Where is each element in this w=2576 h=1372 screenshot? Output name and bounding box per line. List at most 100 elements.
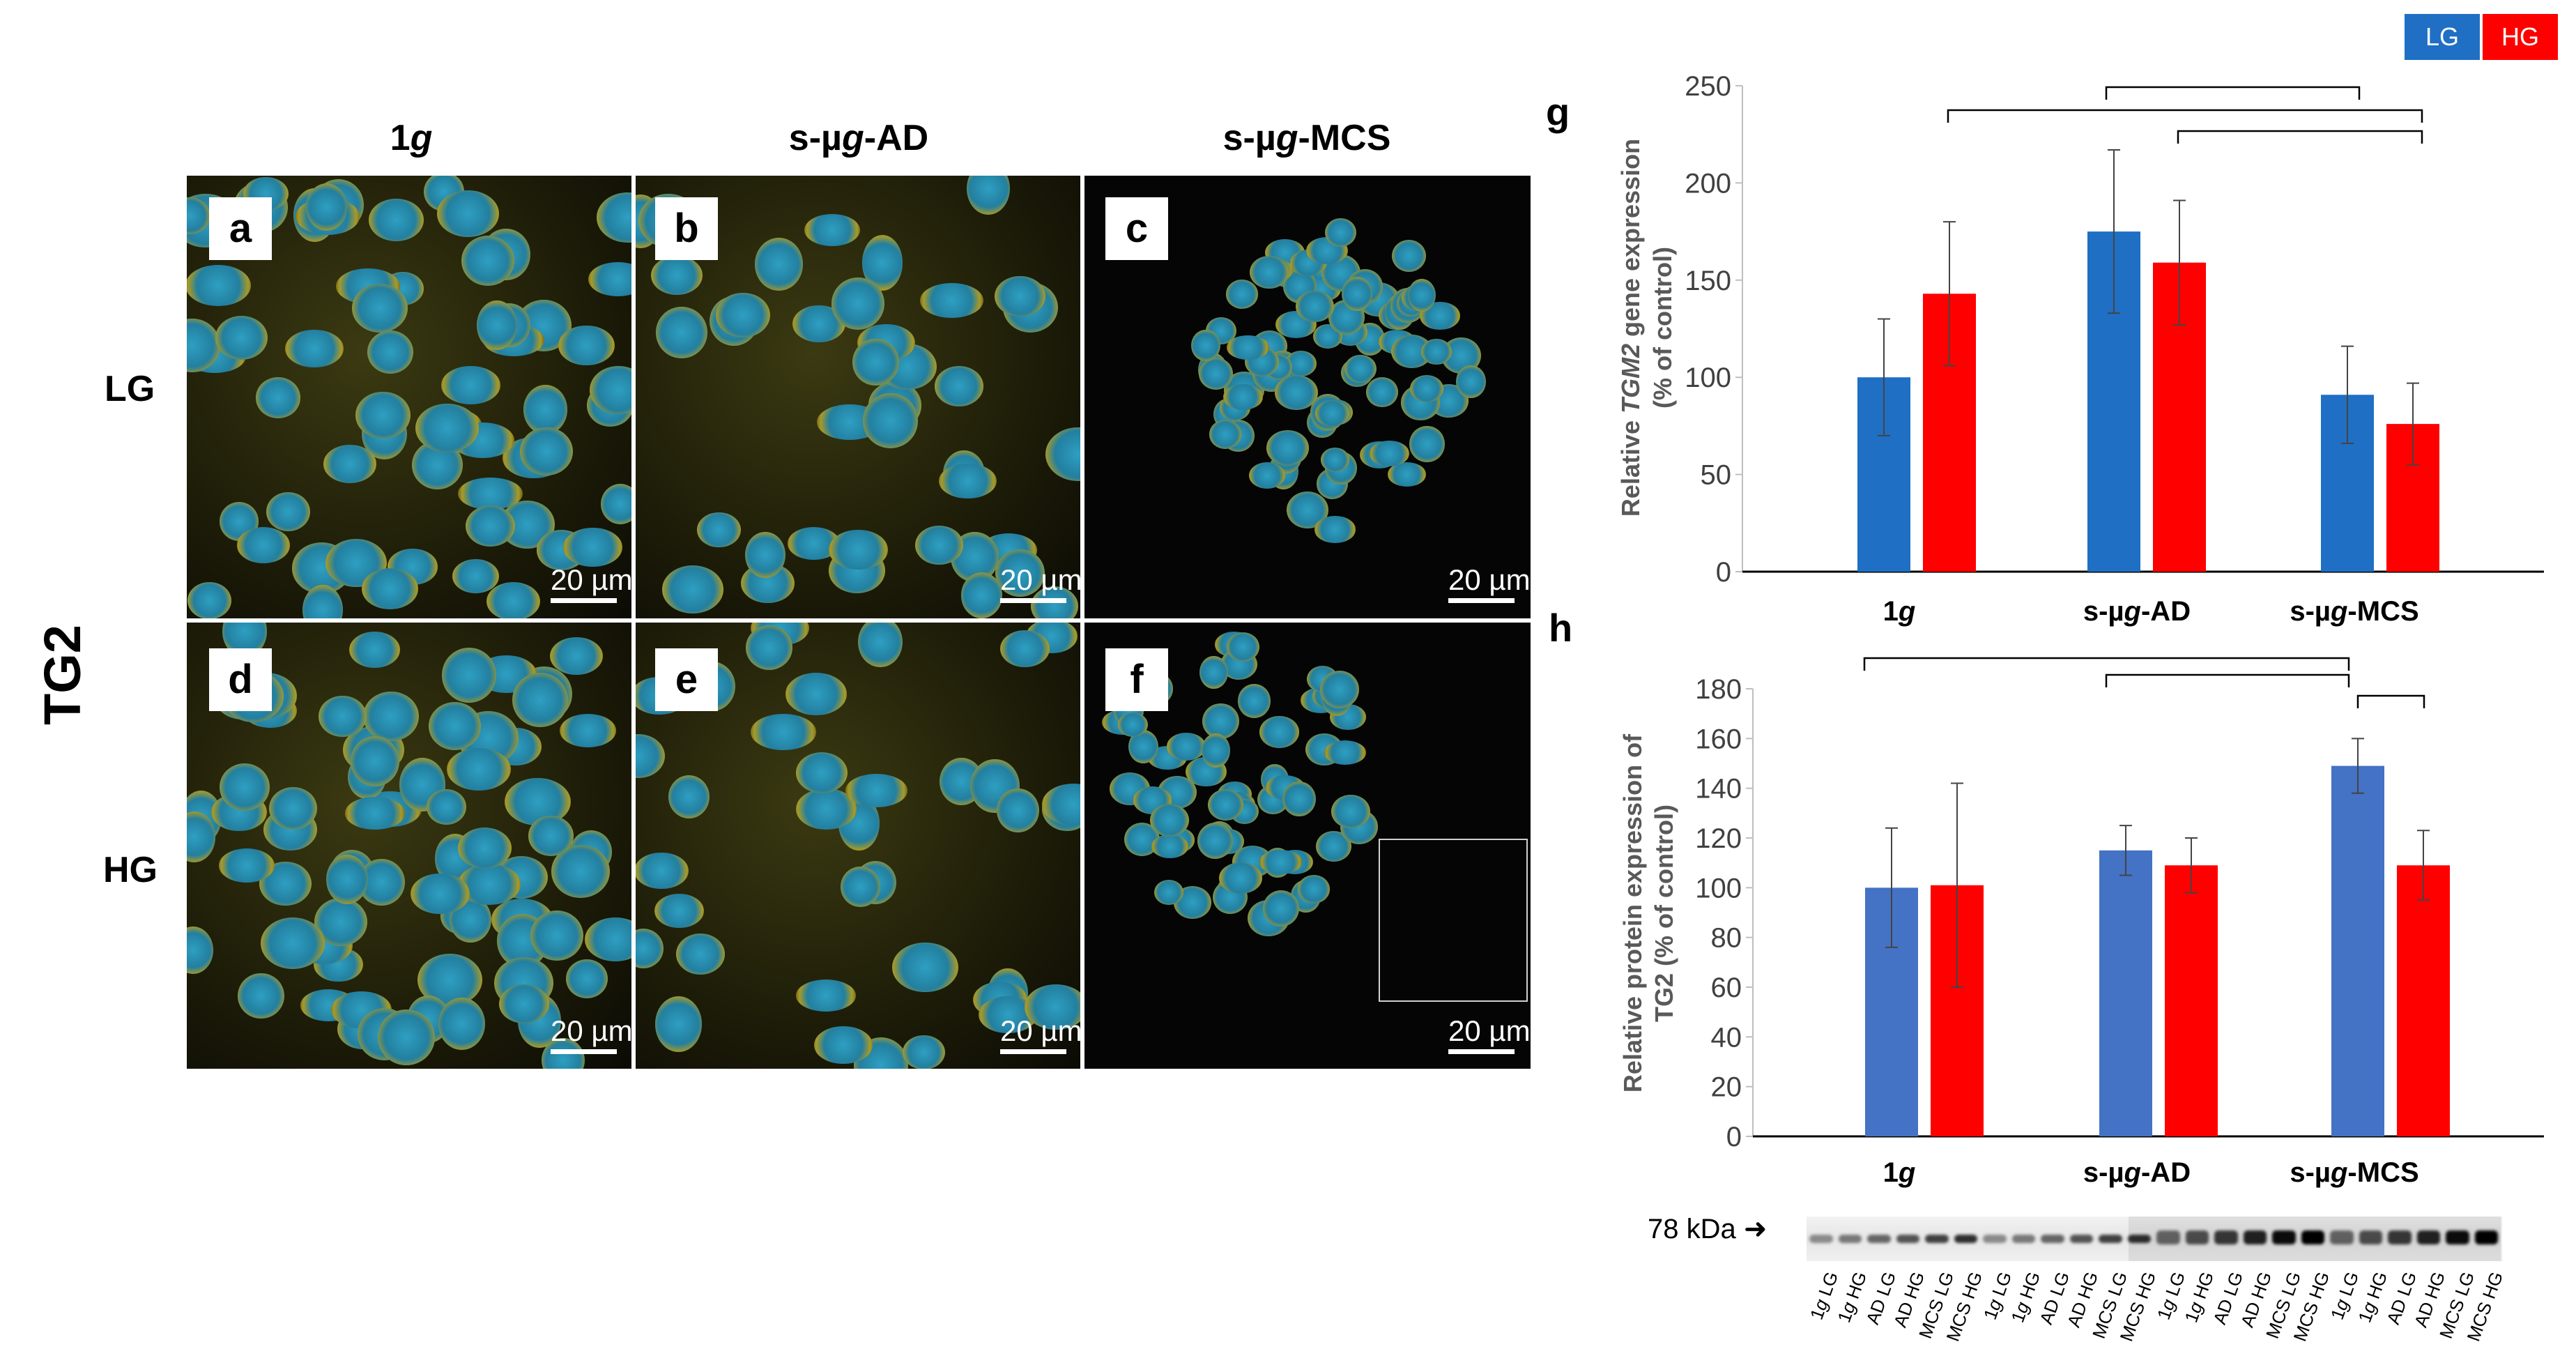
blot-band bbox=[2446, 1230, 2469, 1244]
scale-bar bbox=[1448, 598, 1515, 603]
scale-bar-label: 20 µm bbox=[1000, 1014, 1082, 1047]
micrograph-panel-d bbox=[187, 623, 631, 1069]
cell-nucleus bbox=[668, 775, 710, 818]
cell-nucleus bbox=[661, 565, 724, 614]
y-axis-title: Relative protein expression of bbox=[1618, 733, 1647, 1092]
cell-nucleus bbox=[995, 275, 1045, 317]
cell-nucleus bbox=[746, 625, 793, 671]
scale-bar-label: 20 µm bbox=[551, 563, 633, 596]
significance-bracket bbox=[2105, 673, 2350, 687]
cell-nucleus bbox=[269, 786, 318, 830]
cell-nucleus bbox=[461, 236, 515, 286]
cell-nucleus bbox=[560, 714, 616, 748]
cell-nucleus bbox=[754, 238, 804, 291]
cell-nucleus bbox=[903, 1035, 945, 1069]
cell-nucleus bbox=[441, 648, 497, 703]
blot-band bbox=[2416, 1230, 2440, 1244]
cell-nucleus bbox=[558, 325, 615, 365]
cell-nucleus bbox=[1344, 354, 1377, 383]
cell-nucleus bbox=[845, 773, 908, 807]
blot-band bbox=[2099, 1235, 2122, 1243]
cell-nucleus bbox=[935, 365, 984, 406]
cell-nucleus bbox=[1410, 375, 1443, 402]
cell-nucleus bbox=[697, 512, 741, 548]
cell-nucleus bbox=[323, 445, 377, 483]
cell-nucleus bbox=[915, 525, 963, 565]
cell-nucleus bbox=[804, 214, 860, 246]
scale-bar-label: 20 µm bbox=[1448, 1014, 1531, 1047]
inset-box bbox=[1379, 839, 1528, 1002]
scale-bar bbox=[1000, 1049, 1066, 1054]
cell-nucleus bbox=[796, 980, 857, 1012]
column-header-s-ug-mcs: s-µg-MCS bbox=[1222, 118, 1391, 158]
blot-band bbox=[2301, 1230, 2324, 1244]
x-category-label: s-µg-AD bbox=[2083, 596, 2191, 627]
cell-nucleus bbox=[588, 261, 631, 297]
cell-nucleus bbox=[1219, 862, 1263, 894]
cell-nucleus bbox=[1275, 375, 1318, 410]
cell-nucleus bbox=[237, 527, 291, 563]
bar-hg bbox=[2165, 865, 2218, 1136]
cell-nucleus bbox=[563, 528, 622, 567]
blot-band bbox=[2388, 1230, 2412, 1244]
cell-nucleus bbox=[266, 492, 310, 532]
cell-nucleus bbox=[814, 1026, 873, 1065]
cell-nucleus bbox=[841, 867, 880, 908]
cell-nucleus bbox=[1199, 357, 1234, 390]
cell-nucleus bbox=[351, 284, 408, 333]
y-tick-label: 60 bbox=[1711, 973, 1742, 1003]
y-axis-title-line2: (% of control) bbox=[1648, 247, 1677, 409]
blot-band bbox=[1809, 1235, 1833, 1243]
y-tick-label: 100 bbox=[1685, 363, 1731, 393]
cell-nucleus bbox=[319, 695, 367, 738]
cell-nucleus bbox=[999, 630, 1050, 668]
cell-nucleus bbox=[919, 282, 983, 318]
cell-nucleus bbox=[512, 672, 568, 727]
cell-nucleus bbox=[1237, 684, 1271, 718]
scale-bar-label: 20 µm bbox=[1000, 563, 1082, 596]
cell-nucleus bbox=[238, 973, 285, 1019]
x-category-label: 1g bbox=[1883, 1157, 1916, 1188]
cell-nucleus bbox=[1167, 733, 1206, 761]
cell-nucleus bbox=[1314, 516, 1356, 543]
cell-nucleus bbox=[716, 292, 771, 338]
panel-label-e: e bbox=[655, 648, 718, 711]
cell-nucleus bbox=[369, 199, 424, 242]
cell-nucleus bbox=[1202, 733, 1231, 768]
cell-nucleus bbox=[1421, 338, 1452, 365]
cell-nucleus bbox=[1263, 890, 1300, 927]
cell-nucleus bbox=[1320, 448, 1350, 472]
cell-nucleus bbox=[1369, 441, 1409, 467]
bar-lg bbox=[2331, 765, 2384, 1136]
cell-nucleus bbox=[452, 558, 500, 593]
cell-nucleus bbox=[428, 701, 481, 750]
cell-nucleus bbox=[1391, 239, 1427, 273]
cell-nucleus bbox=[438, 997, 485, 1051]
cell-nucleus bbox=[852, 338, 899, 386]
cell-nucleus bbox=[1388, 462, 1427, 487]
cell-nucleus bbox=[795, 752, 848, 794]
x-category-label: s-µg-MCS bbox=[2290, 1157, 2418, 1188]
y-tick-label: 0 bbox=[1716, 557, 1731, 588]
cell-nucleus bbox=[996, 788, 1039, 832]
cell-nucleus bbox=[350, 736, 400, 786]
cell-nucleus bbox=[1319, 671, 1359, 708]
cell-nucleus bbox=[499, 984, 549, 1024]
cell-nucleus bbox=[1117, 712, 1148, 738]
cell-nucleus bbox=[362, 567, 418, 609]
significance-bracket bbox=[2105, 86, 2361, 100]
cell-nucleus bbox=[1282, 781, 1317, 816]
cell-nucleus bbox=[1249, 462, 1286, 489]
cell-nucleus bbox=[306, 183, 348, 231]
significance-bracket bbox=[2356, 694, 2425, 708]
cell-nucleus bbox=[528, 816, 574, 856]
legend-lg: LG bbox=[2405, 14, 2480, 60]
blot-band bbox=[2474, 1230, 2498, 1244]
panel-label-d: d bbox=[209, 648, 272, 711]
cell-nucleus bbox=[363, 692, 419, 742]
cell-nucleus bbox=[285, 330, 344, 368]
bar-lg bbox=[2099, 850, 2152, 1136]
row-header-hg: HG bbox=[103, 850, 158, 890]
